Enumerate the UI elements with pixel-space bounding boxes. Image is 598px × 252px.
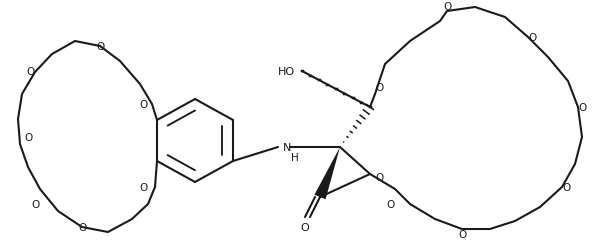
Text: HO: HO — [278, 67, 295, 77]
Text: O: O — [140, 182, 148, 192]
Text: O: O — [375, 172, 383, 182]
Text: O: O — [24, 133, 32, 142]
Text: O: O — [27, 67, 35, 77]
Text: N: N — [283, 142, 291, 152]
Text: O: O — [562, 182, 570, 192]
Text: O: O — [387, 199, 395, 209]
Text: O: O — [375, 83, 383, 93]
Text: O: O — [528, 33, 536, 43]
Text: O: O — [443, 2, 451, 12]
Text: O: O — [140, 100, 148, 110]
Text: O: O — [32, 199, 40, 209]
Text: O: O — [458, 229, 466, 239]
Text: O: O — [578, 103, 586, 113]
Text: O: O — [96, 42, 104, 52]
Polygon shape — [315, 147, 340, 199]
Text: O: O — [78, 222, 86, 232]
Text: O: O — [301, 222, 309, 232]
Text: H: H — [291, 152, 299, 162]
